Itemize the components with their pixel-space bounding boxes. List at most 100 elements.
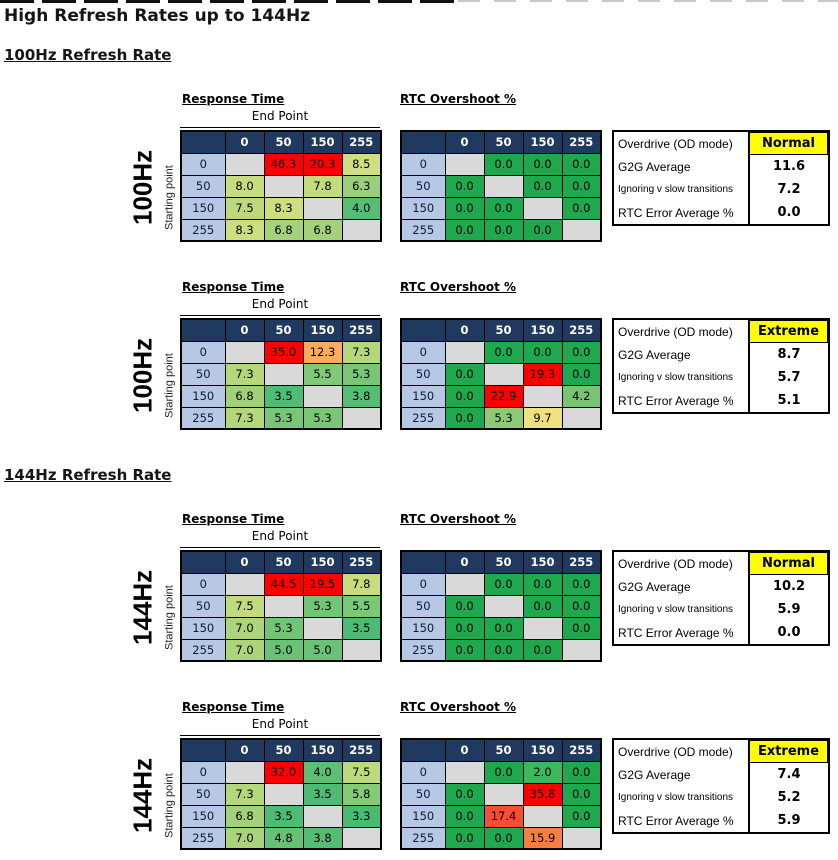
overdrive-label: Overdrive (OD mode) [618,324,733,339]
table-row: 255 7.3 5.3 5.3 [180,406,382,430]
table-row: 0 35.0 12.3 7.3 [180,340,382,364]
summary-panel: Overdrive (OD mode) Extreme G2G Average … [612,738,830,834]
response-time-cell [302,196,343,220]
summary-row-ignoring: Ignoring v slow transitions 7.2 [614,178,828,201]
rtc-overshoot-cell [561,638,602,662]
row-header-cell: 50 [400,782,446,806]
ignoring-transitions-value: 5.7 [748,366,828,389]
cropped-text-artifact-faint [458,0,838,2]
refresh-rate-label: 144Hz [127,569,158,645]
table-row: 50 0.0 35.8 0.0 [400,782,602,806]
table-row: 150 0.0 0.0 0.0 [400,196,602,220]
response-time-cell: 7.8 [341,572,382,596]
rtc-overshoot-cell [522,616,563,640]
rtc-overshoot-cell: 0.0 [561,804,602,828]
response-time-cell [263,174,304,198]
summary-row-g2g: G2G Average 7.4 [614,763,828,786]
rtc-overshoot-cell: 0.0 [483,826,524,850]
rtc-overshoot-cell: 0.0 [561,782,602,806]
rtc-overshoot-table: 0 50 150 255 0 0.0 0.0 0.0 50 0.0 19.3 0.0 150 0.0 22.… [400,318,602,430]
rtc-overshoot-cell: 0.0 [522,572,563,596]
row-header-cell: 50 [180,174,226,198]
table-row: 150 7.0 5.3 3.5 [180,616,382,640]
col-header-cell: 150 [302,550,343,574]
response-time-table: 0 50 150 255 0 44.5 19.5 7.8 50 7.5 5.3 5.5 150 7.0 5.… [180,550,382,662]
rtc-overshoot-cell [522,384,563,408]
corner-cell [180,550,226,574]
rtc-overshoot-cell: 0.0 [444,174,485,198]
col-header-cell: 255 [341,318,382,342]
row-header-cell: 255 [180,406,226,430]
overdrive-mode-value: Normal [748,552,828,575]
table-row: 0 0.0 0.0 0.0 [400,572,602,596]
g2g-average-label: G2G Average [618,767,691,782]
response-time-cell: 8.3 [263,196,304,220]
rtc-overshoot-cell: 15.9 [522,826,563,850]
end-point-label: End Point [180,109,380,128]
response-time-table: 0 50 150 255 0 46.3 20.3 8.5 50 8.0 7.8 6.3 150 7.5 8.… [180,130,382,242]
rtc-overshoot-cell: 0.0 [444,218,485,242]
row-header-cell: 0 [400,340,446,364]
rtc-overshoot-cell: 0.0 [444,406,485,430]
summary-row-overdrive: Overdrive (OD mode) Extreme [614,740,828,763]
response-time-cell: 7.3 [224,406,265,430]
summary-row-overdrive: Overdrive (OD mode) Extreme [614,320,828,343]
response-time-cell: 3.5 [263,804,304,828]
row-header-cell: 150 [400,616,446,640]
rtc-error-value: 5.1 [748,389,828,412]
rtc-error-label: RTC Error Average % [618,393,734,408]
corner-cell [180,738,226,762]
g2g-average-value: 7.4 [748,763,828,786]
refresh-rate-label: 144Hz [127,757,158,833]
summary-row-overdrive: Overdrive (OD mode) Normal [614,552,828,575]
rtc-overshoot-cell [561,406,602,430]
rtc-overshoot-cell: 0.0 [444,196,485,220]
response-time-cell: 7.0 [224,638,265,662]
rtc-overshoot-cell: 22.9 [483,384,524,408]
corner-cell [400,130,446,154]
col-header-cell: 150 [522,318,563,342]
response-time-cell [302,384,343,408]
rtc-overshoot-cell [483,362,524,386]
rtc-overshoot-cell [483,174,524,198]
response-time-cell: 4.0 [341,196,382,220]
row-header-cell: 255 [400,218,446,242]
response-time-cell: 7.3 [224,782,265,806]
rtc-overshoot-cell [522,196,563,220]
response-time-cell: 5.3 [263,616,304,640]
response-time-cell: 7.0 [224,826,265,850]
ignoring-transitions-value: 5.2 [748,786,828,809]
g2g-average-label: G2G Average [618,159,691,174]
rtc-overshoot-cell: 0.0 [561,362,602,386]
rtc-overshoot-cell: 19.3 [522,362,563,386]
starting-point-label: Starting point [163,773,176,839]
row-header-cell: 0 [180,760,226,784]
measurement-block: Response Time RTC Overshoot % End Point … [0,280,838,440]
section-heading-144hz: 144Hz Refresh Rate [4,466,172,484]
response-time-cell: 6.8 [302,218,343,242]
col-header-cell: 150 [302,130,343,154]
rtc-overshoot-cell: 4.2 [561,384,602,408]
table-row: 255 0.0 0.0 0.0 [400,638,602,662]
page-title: High Refresh Rates up to 144Hz [4,6,311,26]
response-time-title: Response Time [182,512,285,526]
rtc-overshoot-title: RTC Overshoot % [400,700,517,714]
rtc-overshoot-cell [483,594,524,618]
response-time-cell: 5.3 [263,406,304,430]
rtc-overshoot-cell: 0.0 [483,218,524,242]
corner-cell [180,130,226,154]
rtc-overshoot-cell: 0.0 [444,362,485,386]
table-row: 255 7.0 4.8 3.8 [180,826,382,850]
overdrive-label: Overdrive (OD mode) [618,136,733,151]
row-header-cell: 255 [180,218,226,242]
row-header-cell: 150 [180,616,226,640]
rtc-overshoot-cell: 0.0 [483,572,524,596]
rtc-overshoot-cell: 0.0 [561,616,602,640]
corner-cell [400,738,446,762]
response-time-cell: 3.5 [263,384,304,408]
rtc-overshoot-cell: 0.0 [561,572,602,596]
col-header-cell: 50 [483,738,524,762]
summary-row-ignoring: Ignoring v slow transitions 5.9 [614,598,828,621]
rtc-overshoot-cell: 0.0 [444,782,485,806]
row-header-cell: 255 [400,638,446,662]
